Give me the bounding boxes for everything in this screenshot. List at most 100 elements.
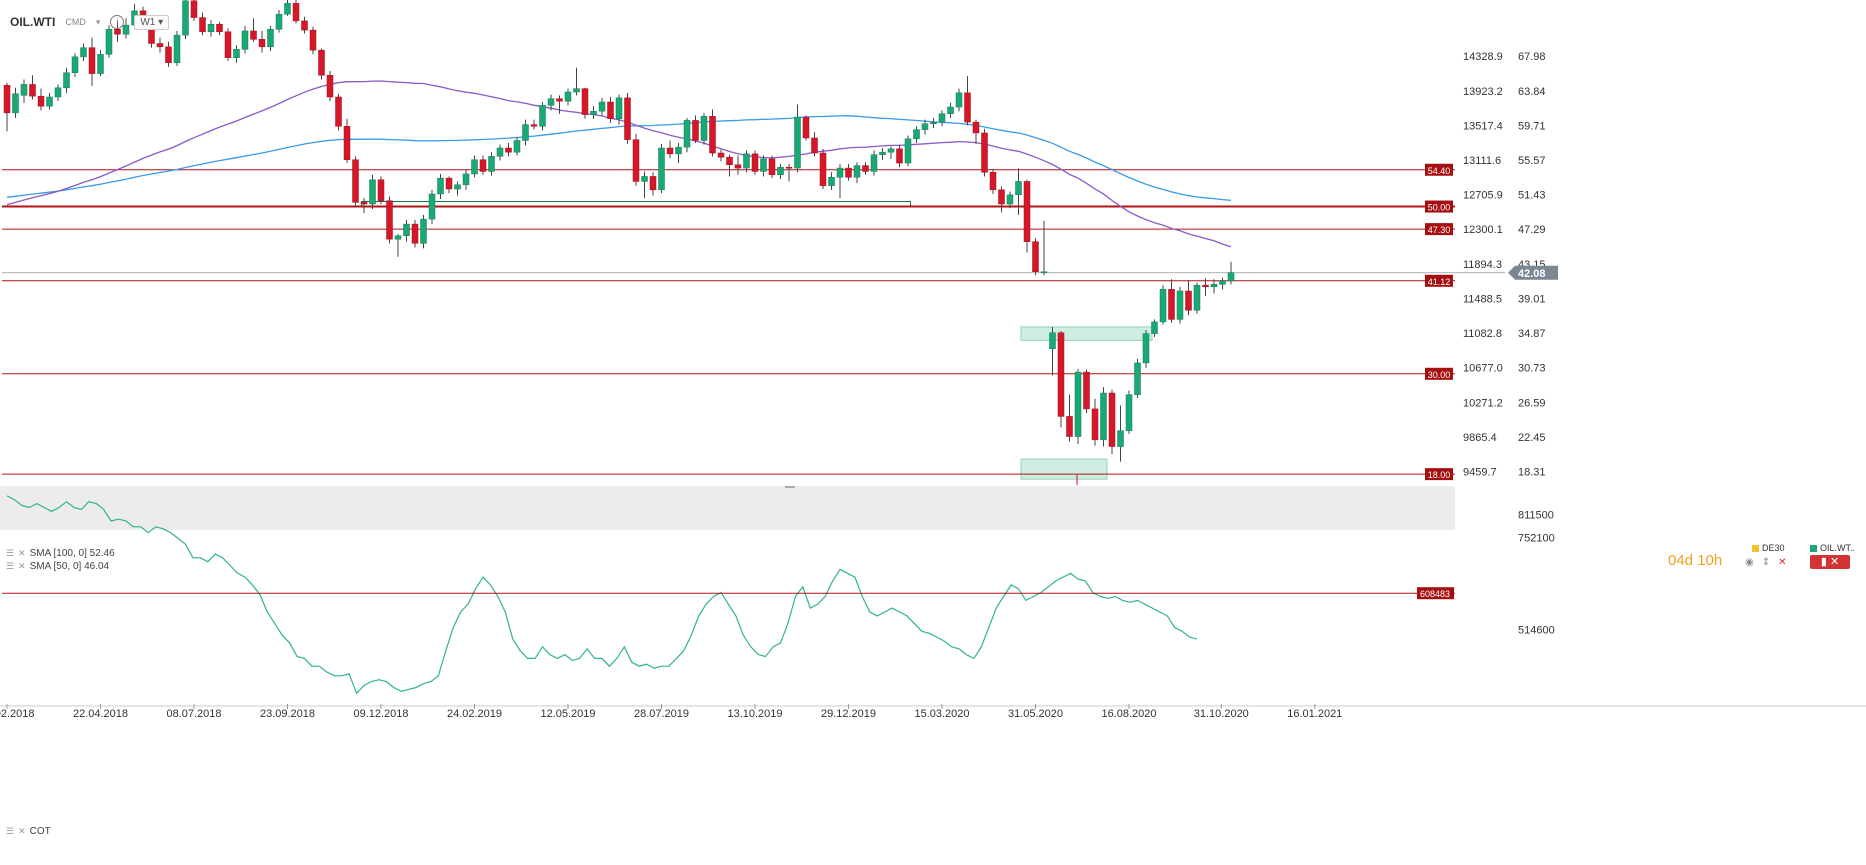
candle <box>938 110 946 127</box>
candle-body <box>556 98 563 102</box>
info-icon[interactable]: i <box>110 15 125 29</box>
x-tick-label: 04.02.2018 <box>0 708 35 720</box>
candle <box>658 143 665 194</box>
candle <box>12 87 19 118</box>
candle-body <box>726 156 733 165</box>
candle-body <box>454 184 461 190</box>
candle <box>216 21 223 36</box>
level-tag-54.40: 54.40 <box>1425 163 1453 176</box>
candle-body <box>1159 289 1167 323</box>
candle-body <box>913 129 920 140</box>
legend-sma100[interactable]: ☰ ✕ SMA [100, 0] 52.46 <box>6 548 115 559</box>
sort-icon[interactable]: ⇕ <box>1761 557 1771 568</box>
candle-body <box>37 95 45 107</box>
remove-instrument-button[interactable]: ▮ ✕ <box>1810 555 1850 569</box>
legend-cot[interactable]: ☰ ✕ COT <box>6 826 51 837</box>
list-icon[interactable]: ☰ <box>6 548 15 558</box>
candle-body <box>360 202 368 205</box>
candle-body <box>955 92 963 108</box>
level-tag-41.12: 41.12 <box>1425 274 1453 287</box>
candle <box>54 84 62 102</box>
close-icon[interactable]: ✕ <box>18 561 26 571</box>
candle <box>1100 387 1107 447</box>
candle-body <box>20 84 28 96</box>
close-icon[interactable]: ✕ <box>18 548 26 558</box>
candle <box>777 163 784 179</box>
candle <box>71 53 79 77</box>
candle <box>700 112 708 145</box>
level-tag-47.30: 47.30 <box>1425 223 1453 236</box>
candle-body <box>743 153 750 169</box>
candle-body <box>581 88 589 115</box>
candle-body <box>241 30 249 50</box>
candle <box>462 169 470 190</box>
candle-body <box>1219 280 1226 285</box>
candle <box>785 163 793 182</box>
level-tag-text: 30.00 <box>1428 370 1451 380</box>
candle-body <box>182 0 189 36</box>
candle <box>615 94 623 125</box>
candle <box>224 28 232 62</box>
candle <box>190 0 198 21</box>
candle-body <box>981 132 988 173</box>
candle <box>539 102 546 131</box>
current-price-tag-text: 42.08 <box>1518 268 1546 280</box>
candle <box>105 25 113 58</box>
candle <box>1185 280 1192 316</box>
candle <box>896 144 903 168</box>
candle-body <box>539 105 546 127</box>
candle-body <box>445 177 453 190</box>
level-tag-18.00: 18.00 <box>1425 468 1453 481</box>
x-tick-label: 12.05.2019 <box>540 708 595 720</box>
y-tick-right-label: 22.45 <box>1518 432 1546 444</box>
candle-body <box>80 47 87 58</box>
candle-body <box>590 110 597 115</box>
mini-legend-de30[interactable]: DE30 <box>1752 543 1785 553</box>
candle <box>768 155 776 179</box>
candle-body <box>564 91 572 102</box>
candle <box>207 20 215 37</box>
color-square-icon <box>1752 544 1759 552</box>
y-tick-left-label: 11488.5 <box>1463 293 1502 305</box>
candle <box>335 93 342 131</box>
candle-body <box>233 49 240 58</box>
candle-body <box>437 177 444 195</box>
candle-body <box>267 29 274 48</box>
candle-body <box>1168 289 1175 320</box>
y-tick-right-label: 47.29 <box>1518 224 1546 236</box>
candle <box>20 79 28 103</box>
candle <box>386 196 393 244</box>
candle-body <box>624 97 631 140</box>
candle-body <box>1151 321 1158 334</box>
candle <box>556 95 563 114</box>
candle-body <box>309 29 317 51</box>
eye-icon[interactable]: ◉ <box>1745 557 1754 568</box>
close-icon[interactable]: ✕ <box>18 826 26 836</box>
level-tag-text: 50.00 <box>1428 203 1451 213</box>
candle <box>1125 390 1133 434</box>
candle-body <box>97 54 104 74</box>
candle <box>377 176 385 205</box>
candle-body <box>1125 394 1133 431</box>
candles <box>3 0 1235 462</box>
candle-body <box>216 24 223 33</box>
candle-body <box>896 148 903 164</box>
candle-body <box>794 116 801 169</box>
candle-body <box>658 147 665 191</box>
candle <box>726 154 733 177</box>
legend-sma50[interactable]: ☰ ✕ SMA [50, 0] 46.04 <box>6 561 109 572</box>
candle-body <box>224 31 232 58</box>
symbol-label[interactable]: OIL.WTI <box>10 15 56 29</box>
list-icon[interactable]: ☰ <box>6 826 15 836</box>
chevron-down-icon[interactable]: ▾ <box>95 16 101 27</box>
mini-legend-oil[interactable]: OIL.WT.. <box>1810 543 1855 553</box>
close-icon[interactable]: ✕ <box>1778 557 1787 568</box>
list-icon[interactable]: ☰ <box>6 561 15 571</box>
candle-body <box>1185 290 1192 311</box>
candle-body <box>819 152 827 186</box>
candle <box>165 41 172 67</box>
timeframe-select[interactable]: W1 ▾ <box>134 14 170 30</box>
candle-body <box>411 223 419 244</box>
candle <box>233 45 240 63</box>
